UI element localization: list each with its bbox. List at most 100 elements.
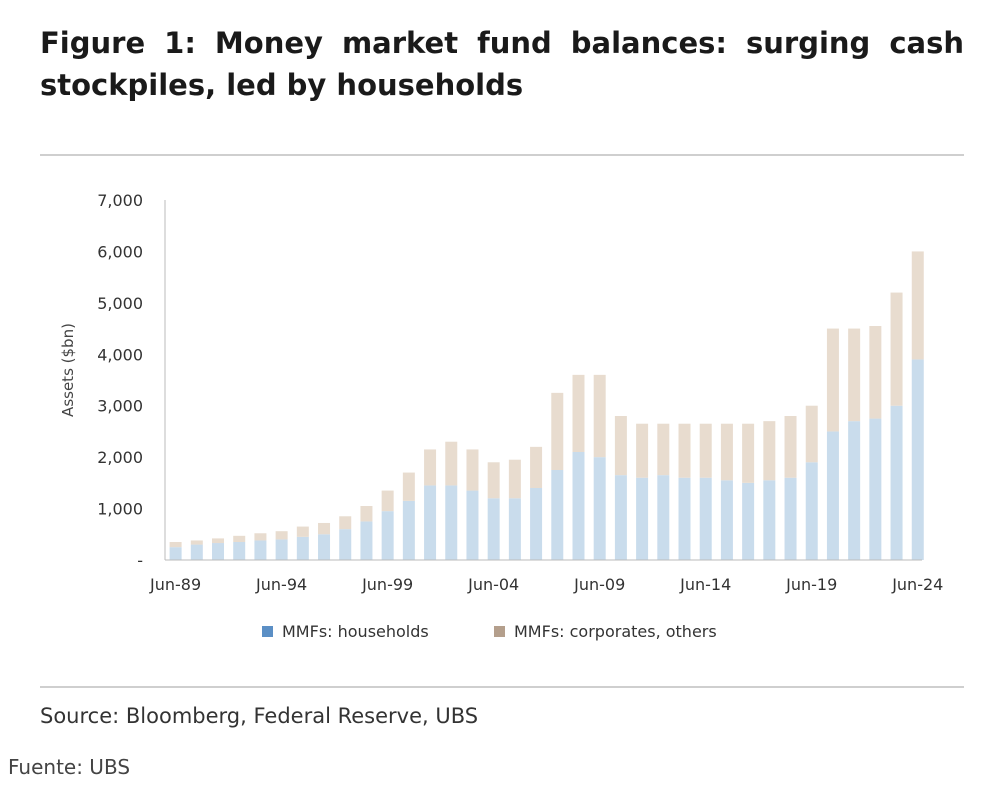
bar-households xyxy=(318,534,331,560)
bar-corporates xyxy=(360,506,373,522)
bar-corporates xyxy=(869,326,882,419)
bar-corporates xyxy=(339,516,352,530)
legend: MMFs: households MMFs: corporates, other… xyxy=(262,622,717,641)
bar-households xyxy=(911,359,924,560)
legend-label-households: MMFs: households xyxy=(282,622,429,641)
bar-households xyxy=(487,498,500,560)
bar-households xyxy=(381,511,394,560)
bar-households xyxy=(784,477,797,560)
bar-corporates xyxy=(826,328,839,432)
stacked-bar-chart: - 1,000 2,000 3,000 4,000 5,000 6,000 7,000 Jun-… xyxy=(59,191,943,641)
bar-corporates xyxy=(678,423,691,478)
y-tick-label: 7,000 xyxy=(97,191,143,210)
bar-corporates xyxy=(593,374,606,458)
bar-corporates xyxy=(657,423,670,476)
bar-households xyxy=(445,485,458,560)
bar-households xyxy=(169,547,182,560)
bar-corporates xyxy=(445,441,458,486)
bar-households xyxy=(720,480,733,560)
bar-households xyxy=(572,452,585,560)
bar-households xyxy=(551,470,564,560)
bar-corporates xyxy=(614,416,627,476)
bar-households xyxy=(339,529,352,560)
bar-households xyxy=(360,521,373,560)
bar-corporates xyxy=(190,540,203,545)
bar-households xyxy=(636,477,649,560)
bar-corporates xyxy=(275,531,288,540)
bar-households xyxy=(233,542,246,560)
bar-corporates xyxy=(720,423,733,481)
bar-households xyxy=(805,462,818,560)
image-credit: Fuente: UBS xyxy=(8,755,131,779)
bar-households xyxy=(466,490,479,560)
bar-households xyxy=(402,500,415,560)
bar-corporates xyxy=(233,535,246,542)
bar-households xyxy=(699,477,712,560)
y-axis-label: Assets ($bn) xyxy=(59,323,77,417)
bar-households xyxy=(275,539,288,560)
bar-households xyxy=(530,488,543,560)
x-tick-label: Jun-14 xyxy=(679,575,731,594)
bar-households xyxy=(657,475,670,560)
bar-households xyxy=(890,405,903,560)
y-tick-label: 5,000 xyxy=(97,294,143,313)
bar-corporates xyxy=(402,472,415,501)
bar-households xyxy=(254,540,267,560)
bar-households xyxy=(678,477,691,560)
bar-corporates xyxy=(508,459,521,499)
bar-households xyxy=(614,475,627,560)
bar-corporates xyxy=(784,416,797,478)
y-tick-label: 6,000 xyxy=(97,242,143,261)
x-tick-label: Jun-89 xyxy=(149,575,201,594)
source-note: Source: Bloomberg, Federal Reserve, UBS xyxy=(40,704,479,728)
bar-households xyxy=(763,480,776,560)
bar-households xyxy=(296,536,309,560)
x-tick-label: Jun-99 xyxy=(361,575,413,594)
legend-swatch-corporates xyxy=(494,626,505,637)
bar-households xyxy=(593,457,606,560)
bar-corporates xyxy=(805,405,818,463)
bar-corporates xyxy=(424,449,437,486)
top-divider xyxy=(40,154,964,156)
x-tick-label: Jun-09 xyxy=(573,575,625,594)
bar-corporates xyxy=(212,538,225,544)
legend-swatch-households xyxy=(262,626,273,637)
bar-corporates xyxy=(848,328,861,422)
legend-label-corporates: MMFs: corporates, others xyxy=(514,622,717,641)
bar-corporates xyxy=(254,533,267,541)
bar-corporates xyxy=(742,423,755,483)
bar-corporates xyxy=(296,526,309,537)
bar-corporates xyxy=(551,392,564,470)
bar-corporates xyxy=(487,462,500,499)
x-tick-label: Jun-19 xyxy=(785,575,837,594)
y-tick-label: 4,000 xyxy=(97,345,143,364)
bar-corporates xyxy=(169,542,182,548)
bar-households xyxy=(508,498,521,560)
bar-corporates xyxy=(636,423,649,478)
bar-households xyxy=(869,418,882,560)
bottom-divider xyxy=(40,686,964,688)
bar-households xyxy=(742,482,755,560)
bar-corporates xyxy=(763,421,776,481)
bars-group xyxy=(169,251,924,560)
bar-corporates xyxy=(572,374,585,452)
bar-corporates xyxy=(890,292,903,406)
y-tick-label: 2,000 xyxy=(97,448,143,467)
bar-corporates xyxy=(466,449,479,491)
bar-corporates xyxy=(911,251,924,360)
x-tick-label: Jun-24 xyxy=(891,575,943,594)
x-tick-label: Jun-94 xyxy=(255,575,307,594)
bar-corporates xyxy=(699,423,712,478)
x-tick-label: Jun-04 xyxy=(467,575,519,594)
chart-title: Figure 1: Money market fund balances: su… xyxy=(40,26,964,102)
y-tick-label: - xyxy=(137,551,143,570)
bar-corporates xyxy=(381,490,394,512)
bar-households xyxy=(424,485,437,560)
bar-corporates xyxy=(530,446,543,488)
y-tick-label: 3,000 xyxy=(97,397,143,416)
bar-households xyxy=(190,544,203,560)
bar-households xyxy=(212,543,225,560)
y-tick-label: 1,000 xyxy=(97,500,143,519)
bar-households xyxy=(848,421,861,560)
axes-group: - 1,000 2,000 3,000 4,000 5,000 6,000 7,000 Jun-… xyxy=(97,191,943,594)
